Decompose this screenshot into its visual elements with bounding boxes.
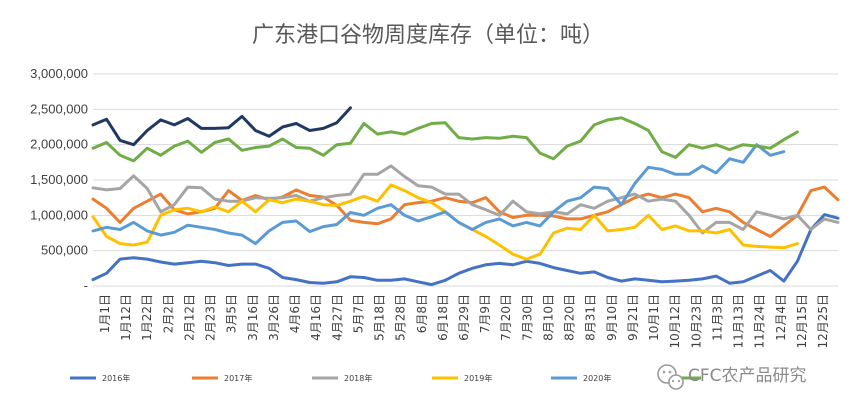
x-tick-label: 11月13日 (732, 294, 746, 349)
x-tick-label: 2月23日 (204, 294, 218, 341)
y-tick-label: 500,000 (41, 243, 88, 258)
x-tick-label: 7月20日 (499, 294, 513, 341)
series-line-6 (91, 106, 352, 147)
x-axis-ticks: 1月1日 1月12日 1月22日 2月2日 2月12日 2月23日 3月5日 3月16日 3月2… (98, 294, 830, 349)
x-tick-label: 1月1日 (98, 294, 112, 333)
x-tick-label: 8月20日 (563, 294, 577, 341)
x-tick-label: 4月27日 (330, 294, 344, 341)
x-tick-label: 7月9日 (478, 294, 492, 333)
x-tick-label: 12月15日 (795, 294, 809, 349)
x-tick-label: 12月25日 (816, 294, 830, 349)
series-lines (91, 106, 840, 287)
x-tick-label: 3月5日 (225, 294, 239, 333)
x-tick-label: 12月4日 (774, 294, 788, 341)
x-tick-label: 1月12日 (119, 294, 133, 341)
series-line-5 (91, 116, 799, 163)
x-tick-label: 7月30日 (520, 294, 534, 341)
x-tick-label: 4月6日 (288, 294, 302, 333)
x-tick-label: 8月10日 (541, 294, 555, 341)
x-tick-label: 6月8日 (415, 294, 429, 333)
x-tick-label: 10月12日 (668, 294, 682, 349)
legend-label: 2020年 (583, 373, 611, 383)
x-tick-label: 2月2日 (161, 294, 175, 333)
x-tick-label: 8月31日 (584, 294, 598, 341)
watermark-text: CFC农产品研究 (688, 366, 807, 386)
y-tick-label: 2,000,000 (30, 137, 88, 152)
x-tick-label: 10月1日 (647, 294, 661, 341)
x-tick-label: 11月24日 (753, 294, 767, 349)
chart-title: 广东港口谷物周度库存（单位：吨） (252, 23, 604, 48)
wechat-icon (657, 364, 684, 390)
x-tick-label: 6月18日 (436, 294, 450, 341)
watermark: CFC农产品研究 (657, 364, 807, 390)
x-tick-label: 2月12日 (182, 294, 196, 341)
series-line-4 (91, 143, 786, 246)
x-tick-label: 5月18日 (373, 294, 387, 341)
y-tick-label: 1,500,000 (30, 172, 88, 187)
y-tick-label: 2,500,000 (30, 101, 88, 116)
legend-label: 2019年 (464, 373, 492, 383)
x-tick-label: 9月21日 (626, 294, 640, 341)
x-tick-label: 11月3日 (710, 294, 724, 341)
legend-label: 2016年 (102, 373, 130, 383)
y-axis-ticks: - 500,000 1,000,000 1,500,000 2,000,000 2,500… (30, 66, 88, 293)
x-tick-label: 9月10日 (605, 294, 619, 341)
gridlines (93, 73, 838, 287)
legend: 2016年 2017年 2018年 2019年 2020年 (70, 373, 701, 383)
series-line-1 (91, 185, 840, 238)
x-tick-label: 1月22日 (140, 294, 154, 341)
x-tick-label: 4月16日 (309, 294, 323, 341)
legend-label: 2018年 (344, 373, 372, 383)
series-line-2 (91, 164, 840, 235)
x-tick-label: 5月7日 (351, 294, 365, 333)
x-tick-label: 6月29日 (457, 294, 471, 341)
series-line-0 (91, 213, 840, 287)
x-tick-label: 3月16日 (246, 294, 260, 341)
x-tick-label: 5月28日 (394, 294, 408, 341)
y-tick-label: - (84, 278, 88, 293)
x-tick-label: 10月23日 (689, 294, 703, 349)
y-tick-label: 1,000,000 (30, 207, 88, 222)
y-tick-label: 3,000,000 (30, 66, 88, 81)
legend-label: 2017年 (224, 373, 252, 383)
x-tick-label: 3月26日 (267, 294, 281, 341)
series-line-3 (91, 183, 799, 261)
